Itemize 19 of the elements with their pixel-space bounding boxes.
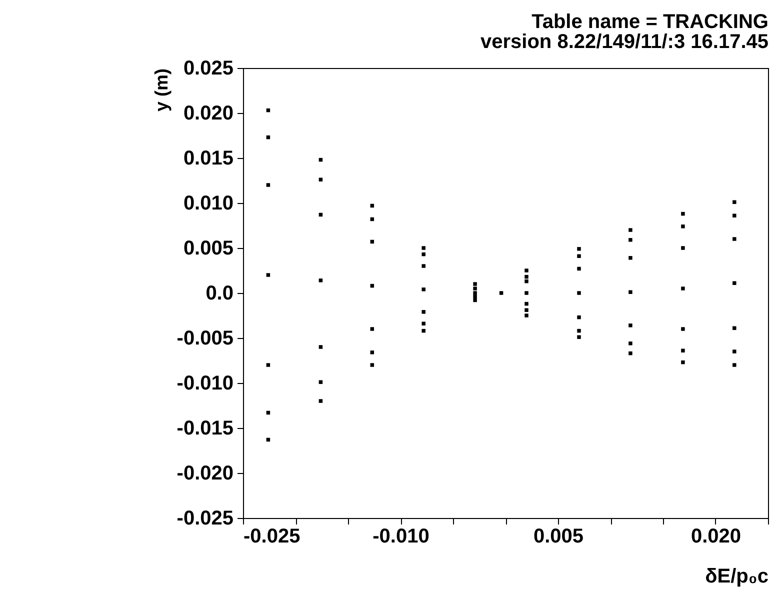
y-tick-label: -0.025: [176, 508, 234, 530]
x-tick-label: -0.025: [244, 526, 300, 548]
y-tick-label: 0.015: [183, 148, 234, 170]
y-tick-label: 0.025: [183, 58, 234, 80]
y-tick-label: 0.020: [183, 102, 234, 124]
y-tick-label: 0.010: [183, 192, 234, 214]
y-axis-title: y (m): [152, 68, 172, 112]
x-tick-label: -0.010: [372, 526, 430, 548]
y-tick-label: -0.010: [176, 372, 234, 394]
chart-title: Table name = TRACKING: [532, 11, 768, 33]
x-tick-label: 0.005: [533, 526, 584, 548]
x-tick-label: 0.020: [690, 526, 742, 548]
y-tick-label: -0.020: [176, 462, 234, 484]
y-tick-label: -0.015: [176, 418, 234, 440]
y-tick-label: 0.0: [206, 282, 234, 304]
y-tick-label: 0.005: [183, 238, 234, 260]
y-tick-label: -0.005: [176, 328, 234, 350]
x-axis-title: δE/p₀c: [705, 566, 768, 588]
chart-subtitle: version 8.22/149/11/:3 16.17.45: [480, 31, 768, 53]
